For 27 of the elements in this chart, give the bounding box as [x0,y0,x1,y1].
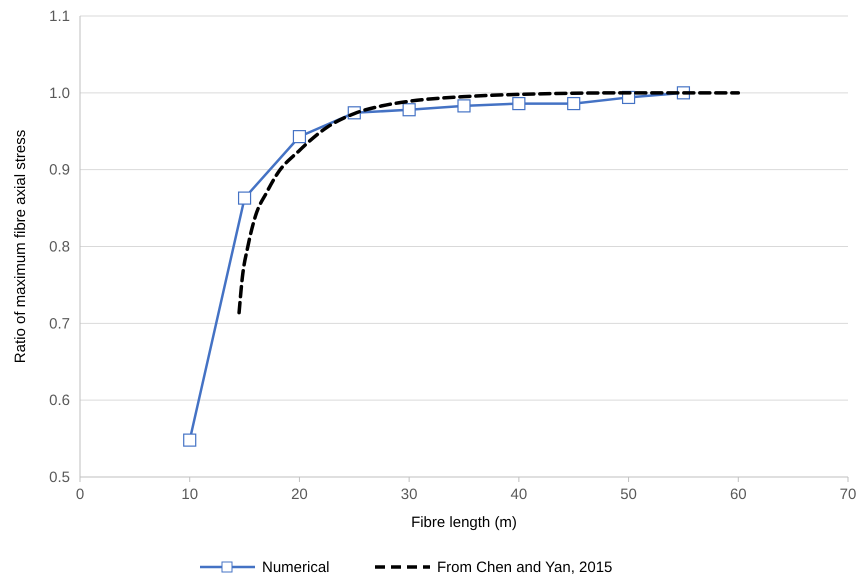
x-axis-title: Fibre length (m) [411,514,517,531]
y-tick-label: 1.0 [49,84,70,102]
point [457,99,471,112]
y-tick-label: 0.8 [49,238,70,256]
x-tick-label: 10 [181,486,198,503]
x-tick-label: 70 [840,486,856,503]
point [238,191,252,205]
x-tick-label: 20 [291,486,308,503]
point [402,103,416,116]
y-tick-label: 0.9 [49,162,70,179]
legend-label: Numerical [262,559,330,576]
point [512,96,526,110]
y-tick-label: 0.6 [49,392,70,410]
x-tick-label: 30 [400,486,418,503]
point [183,434,196,447]
x-tick-label: 0 [76,486,84,503]
x-tick-label: 40 [510,486,528,503]
point [567,96,580,110]
line-series [237,91,740,314]
y-tick-label: 0.5 [49,469,70,486]
x-tick-label: 60 [730,486,747,503]
x-tick-label: 50 [620,486,637,503]
legend-label: From Chen and Yan, 2015 [437,559,612,576]
y-tick-label: 1.1 [49,8,70,25]
y-axis-title: Ratio of maximum fibre axial stress [12,130,29,364]
point [292,130,306,144]
y-tick-label: 0.7 [49,315,70,332]
